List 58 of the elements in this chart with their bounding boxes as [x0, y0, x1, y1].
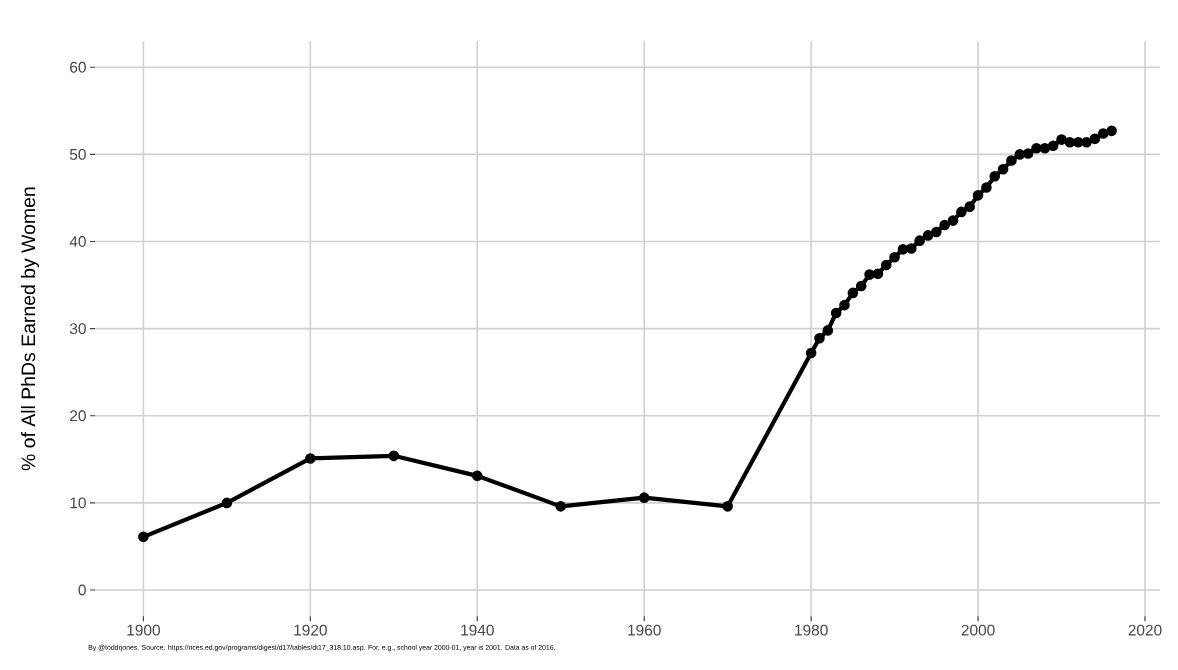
point — [638, 492, 650, 503]
y-tick-label: 20 — [70, 410, 86, 422]
point — [839, 299, 850, 311]
point — [931, 226, 942, 238]
point — [138, 531, 149, 543]
point — [1039, 143, 1051, 154]
point — [922, 230, 934, 241]
x-tick-label: 1980 — [795, 624, 828, 636]
point — [1081, 136, 1092, 148]
point — [305, 453, 316, 464]
point — [1089, 133, 1101, 145]
x-tick-label: 1960 — [628, 624, 661, 636]
y-tick-label: 40 — [69, 236, 86, 247]
y-tick-label: 0 — [78, 584, 86, 596]
y-tick-label: 60 — [70, 61, 86, 73]
point — [388, 450, 400, 462]
point — [855, 280, 867, 292]
point — [847, 287, 859, 299]
point — [1097, 128, 1109, 139]
point — [221, 497, 233, 509]
x-tick-label: 1940 — [461, 624, 494, 636]
point — [822, 325, 834, 336]
x-tick-label: 1920 — [294, 624, 327, 636]
x-tick-label: 2000 — [961, 624, 995, 636]
point — [889, 251, 900, 263]
point — [947, 215, 959, 226]
point — [805, 347, 817, 359]
point — [722, 501, 733, 512]
y-axis-title: % of All PhDs Earned by Women — [20, 187, 40, 471]
point — [471, 470, 483, 482]
point — [964, 201, 976, 212]
point — [897, 244, 909, 255]
point — [1006, 155, 1017, 166]
x-tick-label: 2020 — [1128, 624, 1162, 636]
point — [997, 163, 1009, 175]
point — [872, 268, 884, 280]
point — [956, 206, 967, 218]
point — [1022, 148, 1034, 159]
point — [972, 190, 984, 201]
y-tick-label: 10 — [70, 497, 86, 509]
point — [905, 243, 917, 254]
point — [939, 219, 950, 231]
y-tick-label: 30 — [69, 323, 86, 335]
point — [914, 235, 925, 246]
point — [864, 269, 875, 280]
x-tick-label: 1900 — [127, 624, 160, 636]
point — [830, 307, 842, 319]
y-tick-label: 50 — [69, 148, 86, 160]
point — [880, 259, 892, 271]
point — [989, 170, 1001, 182]
point — [1031, 143, 1042, 154]
point — [814, 332, 825, 344]
point — [1106, 125, 1117, 137]
point — [1056, 134, 1067, 145]
point — [1014, 149, 1026, 160]
point — [555, 501, 567, 512]
point — [981, 182, 992, 193]
point — [1047, 140, 1059, 151]
